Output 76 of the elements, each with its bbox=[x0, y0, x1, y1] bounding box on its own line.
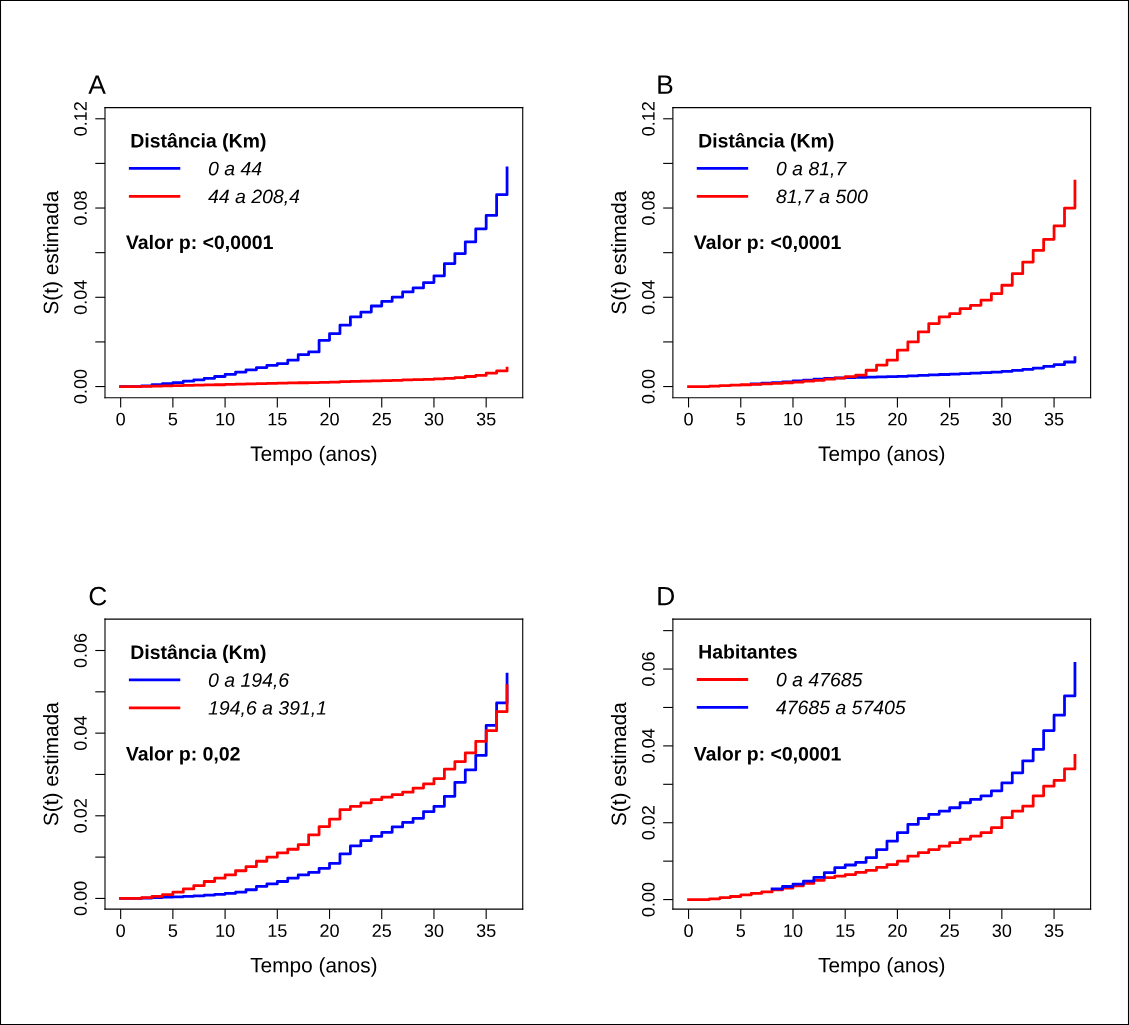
y-tick-label: 0.02 bbox=[641, 806, 655, 840]
x-tick-label: 10 bbox=[784, 924, 803, 938]
legend-label: 194,6 a 391,1 bbox=[208, 701, 326, 718]
x-tick-label: 35 bbox=[476, 412, 496, 426]
x-axis-title: Tempo (anos) bbox=[250, 445, 377, 466]
x-axis-title: Tempo (anos) bbox=[818, 957, 945, 977]
y-tick-label: 0.04 bbox=[74, 280, 87, 315]
legend-label: 0 a 194,6 bbox=[208, 673, 290, 690]
x-tick-label: 35 bbox=[1044, 924, 1064, 938]
chart-title: D bbox=[658, 587, 674, 606]
x-tick-label: 5 bbox=[168, 924, 178, 938]
x-tick-label: 25 bbox=[372, 924, 392, 938]
x-tick-label: 10 bbox=[216, 412, 235, 426]
y-tick-label: 0.06 bbox=[641, 652, 655, 686]
y-tick-label: 0.12 bbox=[641, 102, 655, 136]
x-tick-label: 25 bbox=[372, 412, 392, 426]
x-tick-label: 15 bbox=[268, 924, 287, 938]
legend-title: Distância (Km) bbox=[131, 644, 266, 663]
y-axis-title: S(t) estimada bbox=[610, 702, 631, 826]
y-tick-label: 0.02 bbox=[74, 799, 87, 833]
x-tick-label: 30 bbox=[992, 924, 1012, 938]
y-tick-label: 0.00 bbox=[641, 882, 655, 917]
x-tick-label: 20 bbox=[888, 924, 907, 938]
x-tick-label: 10 bbox=[216, 924, 235, 938]
x-tick-label: 20 bbox=[320, 924, 339, 938]
x-tick-label: 0 bbox=[684, 412, 693, 426]
annotation: Valor p: <0,0001 bbox=[693, 746, 841, 765]
x-tick-label: 0 bbox=[116, 412, 125, 426]
x-tick-label: 30 bbox=[424, 924, 444, 938]
x-axis-title: Tempo (anos) bbox=[250, 957, 377, 977]
x-tick-label: 5 bbox=[736, 412, 746, 426]
chart-title: C bbox=[89, 586, 107, 606]
annotation: Valor p: <0,0001 bbox=[126, 234, 273, 254]
legend-title: Distância (Km) bbox=[699, 132, 834, 152]
chart-title: B bbox=[658, 75, 673, 94]
chart-title: A bbox=[88, 75, 106, 94]
y-tick-label: 0.00 bbox=[74, 881, 87, 916]
x-tick-label: 15 bbox=[836, 412, 855, 426]
x-tick-label: 5 bbox=[736, 924, 746, 938]
x-tick-label: 20 bbox=[888, 412, 907, 426]
x-tick-label: 5 bbox=[168, 412, 178, 426]
x-tick-label: 30 bbox=[424, 412, 444, 426]
x-tick-label: 15 bbox=[836, 924, 855, 938]
legend-label: 0 a 44 bbox=[208, 161, 262, 176]
legend-title: Habitantes bbox=[699, 644, 797, 659]
annotation: Valor p: 0,02 bbox=[126, 746, 240, 765]
legend-label: 47685 a 57405 bbox=[776, 700, 906, 715]
x-tick-label: 0 bbox=[684, 924, 693, 938]
y-axis-title: S(t) estimada bbox=[43, 702, 63, 826]
x-tick-label: 10 bbox=[784, 412, 803, 426]
x-tick-label: 25 bbox=[940, 924, 959, 938]
y-tick-label: 0.12 bbox=[74, 102, 87, 136]
x-tick-label: 15 bbox=[268, 412, 287, 426]
legend-label: 0 a 81,7 bbox=[776, 161, 847, 178]
x-tick-label: 25 bbox=[940, 412, 959, 426]
legend-label: 44 a 208,4 bbox=[208, 189, 300, 206]
y-tick-label: 0.08 bbox=[641, 191, 655, 225]
y-axis-title: S(t) estimada bbox=[43, 190, 63, 314]
x-tick-label: 0 bbox=[116, 924, 125, 938]
x-axis-title: Tempo (anos) bbox=[818, 445, 945, 466]
legend-label: 81,7 a 500 bbox=[776, 189, 868, 206]
y-tick-label: 0.00 bbox=[74, 369, 87, 404]
y-tick-label: 0.04 bbox=[641, 280, 655, 315]
legend-title: Distância (Km) bbox=[131, 132, 266, 152]
y-tick-label: 0.08 bbox=[74, 191, 87, 225]
x-tick-label: 30 bbox=[992, 412, 1012, 426]
y-axis-title: S(t) estimada bbox=[610, 190, 631, 314]
y-tick-label: 0.06 bbox=[74, 633, 87, 668]
y-tick-label: 0.04 bbox=[74, 716, 87, 751]
x-tick-label: 35 bbox=[476, 924, 496, 938]
y-tick-label: 0.00 bbox=[641, 369, 655, 404]
y-tick-label: 0.04 bbox=[641, 728, 655, 763]
x-tick-label: 35 bbox=[1044, 412, 1064, 426]
legend-label: 0 a 47685 bbox=[776, 672, 863, 687]
annotation: Valor p: <0,0001 bbox=[693, 234, 841, 254]
x-tick-label: 20 bbox=[320, 412, 339, 426]
